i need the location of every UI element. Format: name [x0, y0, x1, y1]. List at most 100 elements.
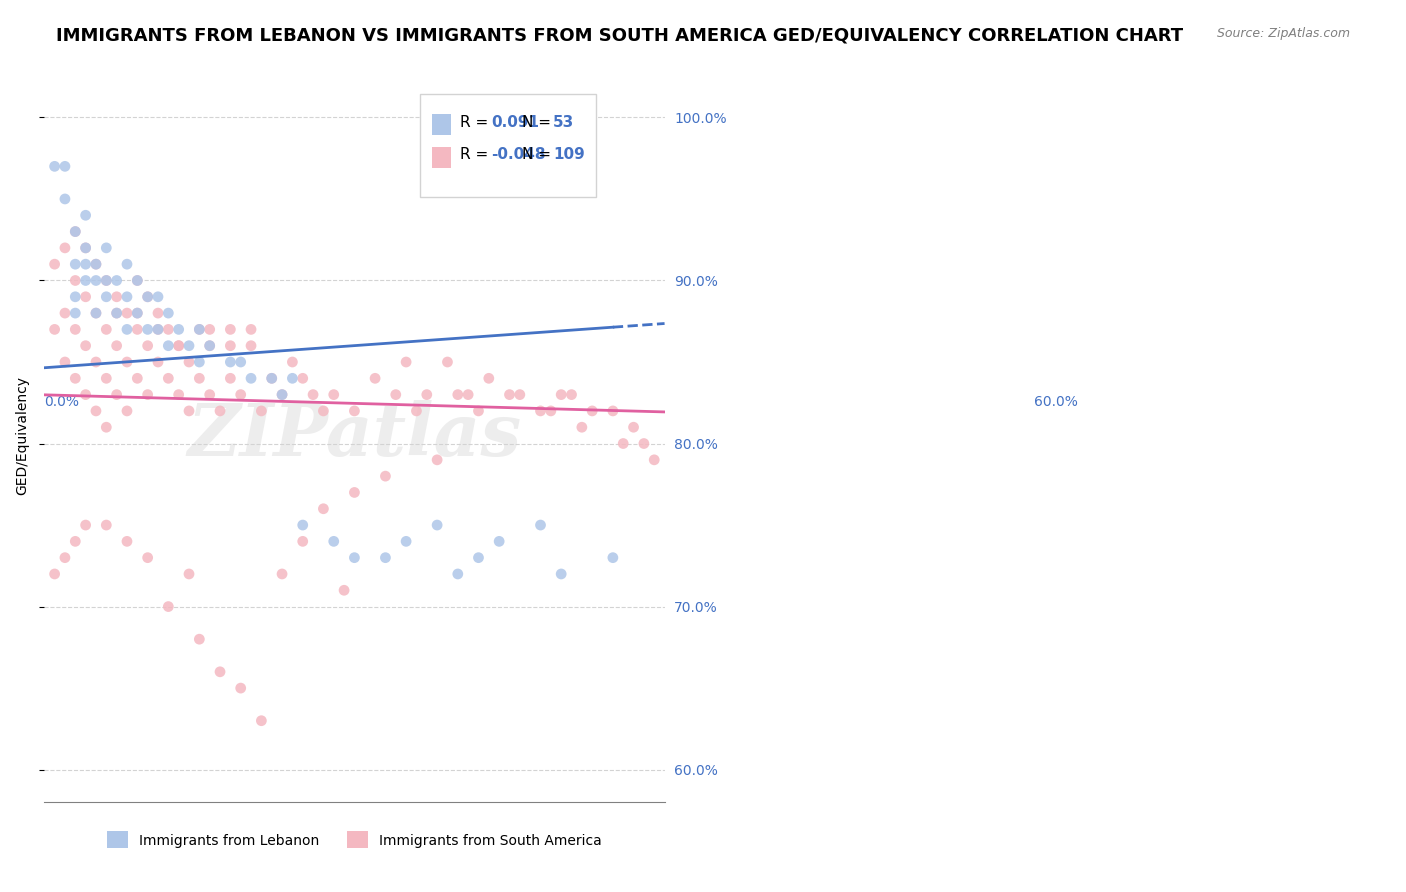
Point: [219, 339, 242, 353]
Point: [115, 306, 138, 320]
Point: [65, 371, 87, 385]
Point: [136, 322, 159, 336]
Point: [75, 273, 97, 287]
Point: [416, 387, 439, 401]
Point: [177, 566, 200, 581]
Point: [498, 387, 520, 401]
Point: [364, 371, 387, 385]
Point: [75, 241, 97, 255]
Point: [167, 387, 190, 401]
Text: 0.0%: 0.0%: [44, 395, 79, 409]
Point: [188, 322, 211, 336]
FancyBboxPatch shape: [419, 95, 596, 197]
Point: [509, 387, 531, 401]
Point: [127, 371, 149, 385]
Point: [633, 436, 655, 450]
Point: [75, 257, 97, 271]
Point: [343, 550, 366, 565]
Point: [157, 371, 180, 385]
Point: [229, 681, 252, 695]
Point: [127, 273, 149, 287]
Point: [208, 665, 231, 679]
Point: [84, 257, 107, 271]
Point: [312, 404, 335, 418]
Point: [612, 436, 634, 450]
Point: [457, 387, 479, 401]
Point: [75, 290, 97, 304]
Point: [105, 273, 128, 287]
Y-axis label: GED/Equivalency: GED/Equivalency: [15, 376, 30, 495]
Point: [436, 355, 458, 369]
Point: [281, 355, 304, 369]
Point: [550, 566, 572, 581]
Point: [65, 290, 87, 304]
Point: [291, 371, 314, 385]
Text: -0.048: -0.048: [491, 147, 546, 161]
Point: [105, 306, 128, 320]
Point: [65, 257, 87, 271]
Point: [322, 534, 344, 549]
Point: [53, 355, 76, 369]
Point: [322, 387, 344, 401]
Point: [188, 632, 211, 647]
Point: [188, 322, 211, 336]
Point: [602, 550, 624, 565]
Point: [343, 485, 366, 500]
Point: [75, 208, 97, 222]
Text: R =: R =: [460, 114, 488, 129]
Point: [395, 355, 418, 369]
Point: [374, 550, 396, 565]
Point: [84, 273, 107, 287]
Point: [198, 339, 221, 353]
Point: [240, 371, 263, 385]
Point: [271, 387, 294, 401]
Point: [115, 355, 138, 369]
Point: [312, 501, 335, 516]
Point: [65, 225, 87, 239]
Point: [281, 371, 304, 385]
Text: IMMIGRANTS FROM LEBANON VS IMMIGRANTS FROM SOUTH AMERICA GED/EQUIVALENCY CORRELA: IMMIGRANTS FROM LEBANON VS IMMIGRANTS FR…: [56, 27, 1184, 45]
Text: R =: R =: [460, 147, 488, 161]
Point: [177, 355, 200, 369]
Point: [75, 518, 97, 533]
Point: [136, 339, 159, 353]
Point: [146, 322, 169, 336]
Point: [250, 404, 273, 418]
Point: [146, 290, 169, 304]
Point: [177, 404, 200, 418]
Point: [488, 534, 510, 549]
Point: [291, 518, 314, 533]
Point: [127, 273, 149, 287]
Point: [405, 404, 427, 418]
Point: [250, 714, 273, 728]
Point: [65, 322, 87, 336]
Point: [127, 306, 149, 320]
Point: [136, 550, 159, 565]
Point: [302, 387, 325, 401]
Point: [157, 322, 180, 336]
FancyBboxPatch shape: [432, 147, 450, 168]
Point: [115, 257, 138, 271]
Point: [136, 387, 159, 401]
Point: [96, 241, 118, 255]
Point: [84, 306, 107, 320]
Point: [467, 404, 489, 418]
Point: [75, 387, 97, 401]
Point: [188, 355, 211, 369]
Text: N =: N =: [522, 114, 551, 129]
Point: [623, 420, 645, 434]
Point: [115, 404, 138, 418]
Point: [529, 518, 551, 533]
Point: [75, 339, 97, 353]
Point: [127, 306, 149, 320]
Point: [105, 387, 128, 401]
Point: [146, 306, 169, 320]
Point: [53, 550, 76, 565]
Text: ZIPatlas: ZIPatlas: [187, 400, 522, 471]
Point: [571, 420, 593, 434]
Text: 109: 109: [553, 147, 585, 161]
Point: [136, 290, 159, 304]
Point: [395, 534, 418, 549]
Point: [260, 371, 283, 385]
Point: [96, 273, 118, 287]
